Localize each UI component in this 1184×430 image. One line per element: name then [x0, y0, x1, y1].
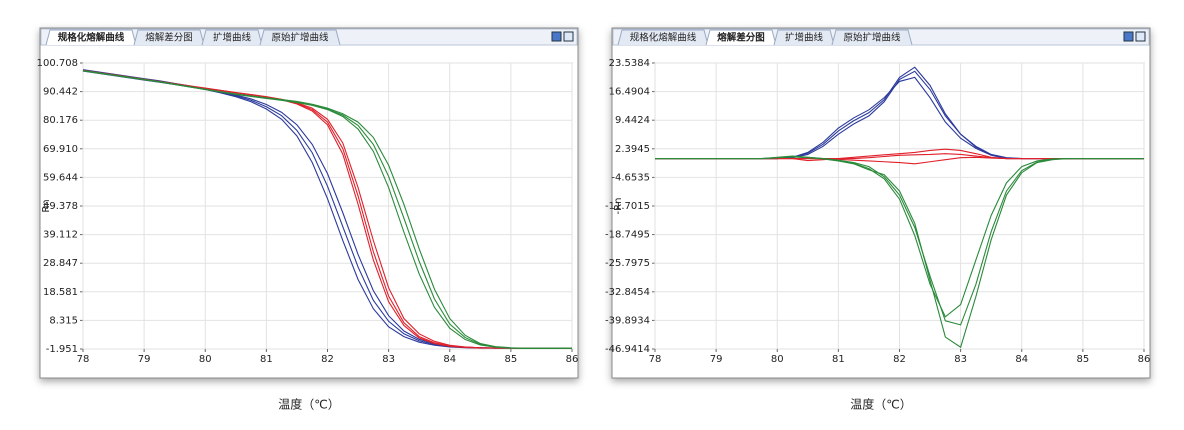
y-tick-label: 80.176	[43, 115, 78, 126]
y-tick-label: 9.4424	[615, 115, 650, 126]
tab-label[interactable]: 扩增曲线	[785, 32, 824, 44]
y-tick-label: 23.5384	[609, 58, 650, 69]
tab[interactable]	[45, 29, 137, 46]
tab[interactable]	[133, 29, 205, 46]
line-series	[655, 156, 1144, 349]
y-tick-label: 90.442	[43, 87, 78, 98]
y-axis-label: Rn	[41, 199, 52, 212]
tab[interactable]	[617, 29, 709, 46]
tab[interactable]	[831, 29, 913, 46]
x-tick-label: 82	[321, 354, 334, 365]
x-tick-label: 85	[1077, 354, 1090, 365]
y-tick-label: -1.951	[46, 344, 78, 355]
x-tick-label: 82	[893, 354, 906, 365]
y-axis-label: -Rn	[613, 198, 624, 215]
x-tick-label: 83	[954, 354, 967, 365]
x-tick-label: 78	[77, 354, 90, 365]
x-tick-label: 86	[566, 354, 579, 365]
tab[interactable]	[201, 29, 263, 46]
tab[interactable]	[705, 29, 777, 46]
y-tick-label: 2.3945	[615, 144, 650, 155]
y-tick-label: 100.708	[37, 58, 78, 69]
y-tick-label: -32.8454	[605, 287, 650, 298]
tab-label[interactable]: 熔解差分图	[717, 32, 765, 44]
y-tick-label: -39.8934	[605, 315, 650, 326]
y-tick-label: -4.6535	[611, 172, 650, 183]
y-tick-label: 49.378	[43, 201, 78, 212]
y-tick-label: -11.7015	[605, 201, 650, 212]
x-tick-label: 81	[260, 354, 273, 365]
tab[interactable]	[773, 29, 835, 46]
x-tick-label: 81	[832, 354, 845, 365]
y-tick-label: 69.910	[43, 144, 78, 155]
panel: 规格化熔解曲线 熔解差分图 扩增曲线 原始扩增曲线 -46.9414 -39.8934 -3…	[605, 27, 1151, 379]
y-tick-label: 8.315	[49, 315, 78, 326]
x-tick-label: 79	[138, 354, 151, 365]
y-tick-label: -46.9414	[605, 344, 650, 355]
toolbar-icon[interactable]	[1123, 31, 1134, 42]
x-tick-label: 78	[649, 354, 662, 365]
y-tick-label: 59.644	[43, 172, 78, 183]
toolbar-icon[interactable]	[551, 31, 562, 42]
x-tick-label: 83	[382, 354, 395, 365]
y-tick-label: 28.847	[43, 258, 78, 269]
tab-label[interactable]: 原始扩增曲线	[271, 32, 329, 44]
tab[interactable]	[259, 29, 341, 46]
x-tick-label: 84	[443, 354, 456, 365]
x-tick-label: 80	[771, 354, 784, 365]
tab-label[interactable]: 熔解差分图	[145, 32, 193, 44]
panel: 规格化熔解曲线 熔解差分图 扩增曲线 原始扩增曲线 -1.951 8.315 18.581 2…	[37, 27, 579, 379]
y-tick-label: 39.112	[43, 230, 78, 241]
line-series	[82, 70, 572, 349]
x-tick-label: 85	[505, 354, 518, 365]
x-axis-label: 温度（℃）	[278, 397, 339, 412]
toolbar-icon[interactable]	[1135, 31, 1146, 42]
tab-label[interactable]: 规格化熔解曲线	[58, 32, 125, 44]
tab-label[interactable]: 规格化熔解曲线	[630, 32, 697, 44]
y-tick-label: -25.7975	[605, 258, 650, 269]
x-tick-label: 86	[1138, 354, 1151, 365]
x-tick-label: 80	[199, 354, 212, 365]
y-tick-label: 18.581	[43, 287, 78, 298]
tab-label[interactable]: 扩增曲线	[213, 32, 252, 44]
x-tick-label: 79	[710, 354, 723, 365]
x-tick-label: 84	[1015, 354, 1028, 365]
y-tick-label: -18.7495	[605, 230, 650, 241]
tab-label[interactable]: 原始扩增曲线	[843, 32, 901, 44]
x-axis-label: 温度（℃）	[850, 397, 911, 412]
toolbar-icon[interactable]	[563, 31, 574, 42]
y-tick-label: 16.4904	[609, 87, 650, 98]
